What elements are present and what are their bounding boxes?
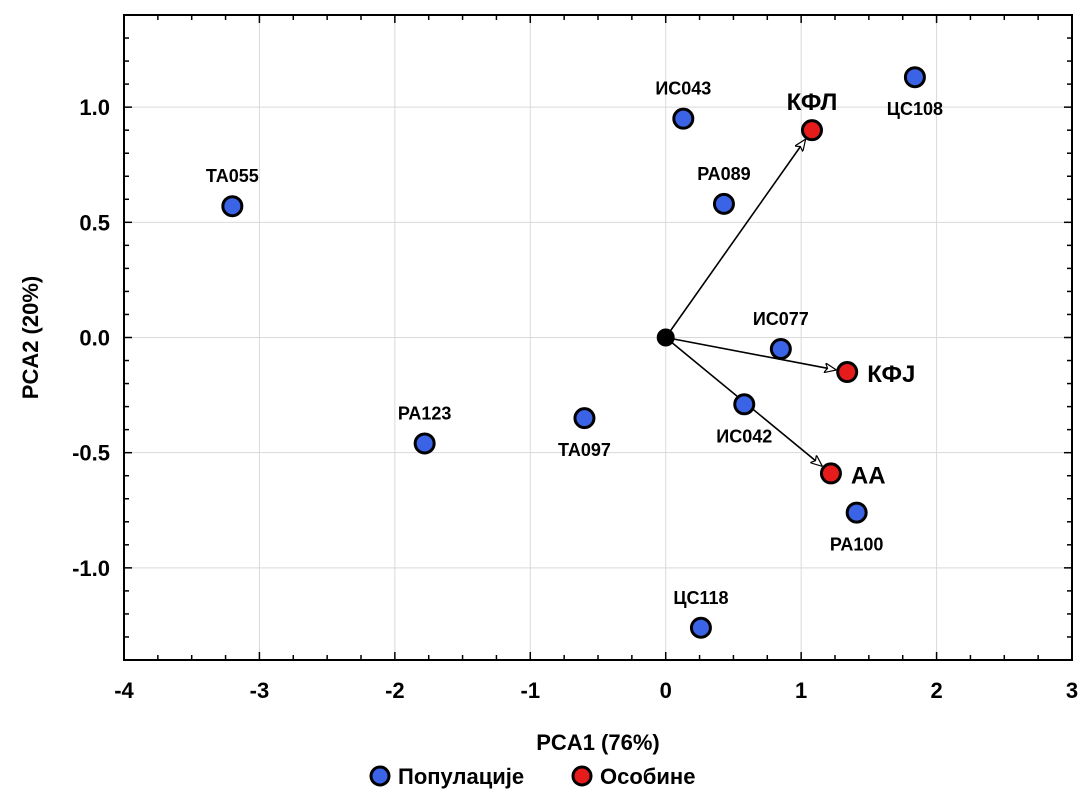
legend-swatch-populations	[369, 765, 391, 787]
population-label: ТА097	[558, 440, 611, 460]
y-tick-labels: -1.0 -0.5 0.0 0.5 1.0	[72, 95, 110, 581]
x-tick-label: 3	[1066, 678, 1078, 703]
data-points	[221, 66, 926, 639]
population-label: РА089	[697, 164, 750, 184]
population-point	[712, 192, 735, 215]
population-point	[221, 195, 244, 218]
origin-point	[656, 328, 675, 347]
trait-point	[800, 119, 823, 142]
population-label: ИС043	[655, 79, 711, 99]
trait-label: КФЛ	[787, 89, 838, 116]
population-point	[573, 407, 596, 430]
x-tick-label: -4	[114, 678, 134, 703]
population-label: РА100	[830, 535, 883, 555]
y-axis-title: PCA2 (20%)	[18, 276, 43, 399]
minor-ticks	[123, 14, 1073, 661]
population-label: ЦС108	[887, 99, 943, 119]
population-point	[413, 432, 436, 455]
trait-label: КФЈ	[867, 361, 915, 388]
population-label: РА123	[398, 403, 451, 423]
x-tick-label: -2	[385, 678, 405, 703]
legend-label-traits: Особине	[600, 764, 695, 789]
legend-swatch-traits	[571, 765, 593, 787]
trait-label: АА	[851, 462, 886, 489]
y-tick-label: -1.0	[72, 556, 110, 581]
population-point	[733, 393, 756, 416]
population-point	[672, 107, 695, 130]
population-label: ИС077	[753, 309, 809, 329]
x-tick-label: 1	[795, 678, 807, 703]
population-label: ЦС118	[673, 588, 728, 608]
population-label: ИС042	[716, 426, 772, 446]
population-label: ТА055	[206, 166, 259, 186]
population-point	[769, 338, 792, 361]
loading-arrows	[665, 140, 836, 466]
x-axis-title: PCA1 (76%)	[536, 730, 659, 755]
y-tick-label: -0.5	[72, 441, 110, 466]
trait-point	[819, 462, 842, 485]
grid	[124, 15, 1072, 660]
legend-label-populations: Популације	[398, 764, 524, 789]
x-tick-labels: -4 -3 -2 -1 0 1 2 3	[114, 678, 1078, 703]
point-labels: ТА055 ИС043 ЦС108 РА089 ИС077 ИС042 ТА097 РА123…	[206, 79, 943, 608]
loading-arrow	[665, 336, 836, 370]
y-tick-label: 0.5	[79, 210, 110, 235]
y-tick-label: 0.0	[79, 326, 110, 351]
loading-arrow	[665, 140, 805, 338]
x-tick-label: 0	[660, 678, 672, 703]
population-point	[903, 66, 926, 89]
trait-point	[836, 361, 859, 384]
x-tick-label: -1	[521, 678, 541, 703]
legend: Популације Особине	[369, 764, 695, 789]
population-point	[845, 501, 868, 524]
x-tick-label: 2	[930, 678, 942, 703]
population-point	[689, 616, 712, 639]
y-tick-label: 1.0	[79, 95, 110, 120]
x-tick-label: -3	[250, 678, 270, 703]
